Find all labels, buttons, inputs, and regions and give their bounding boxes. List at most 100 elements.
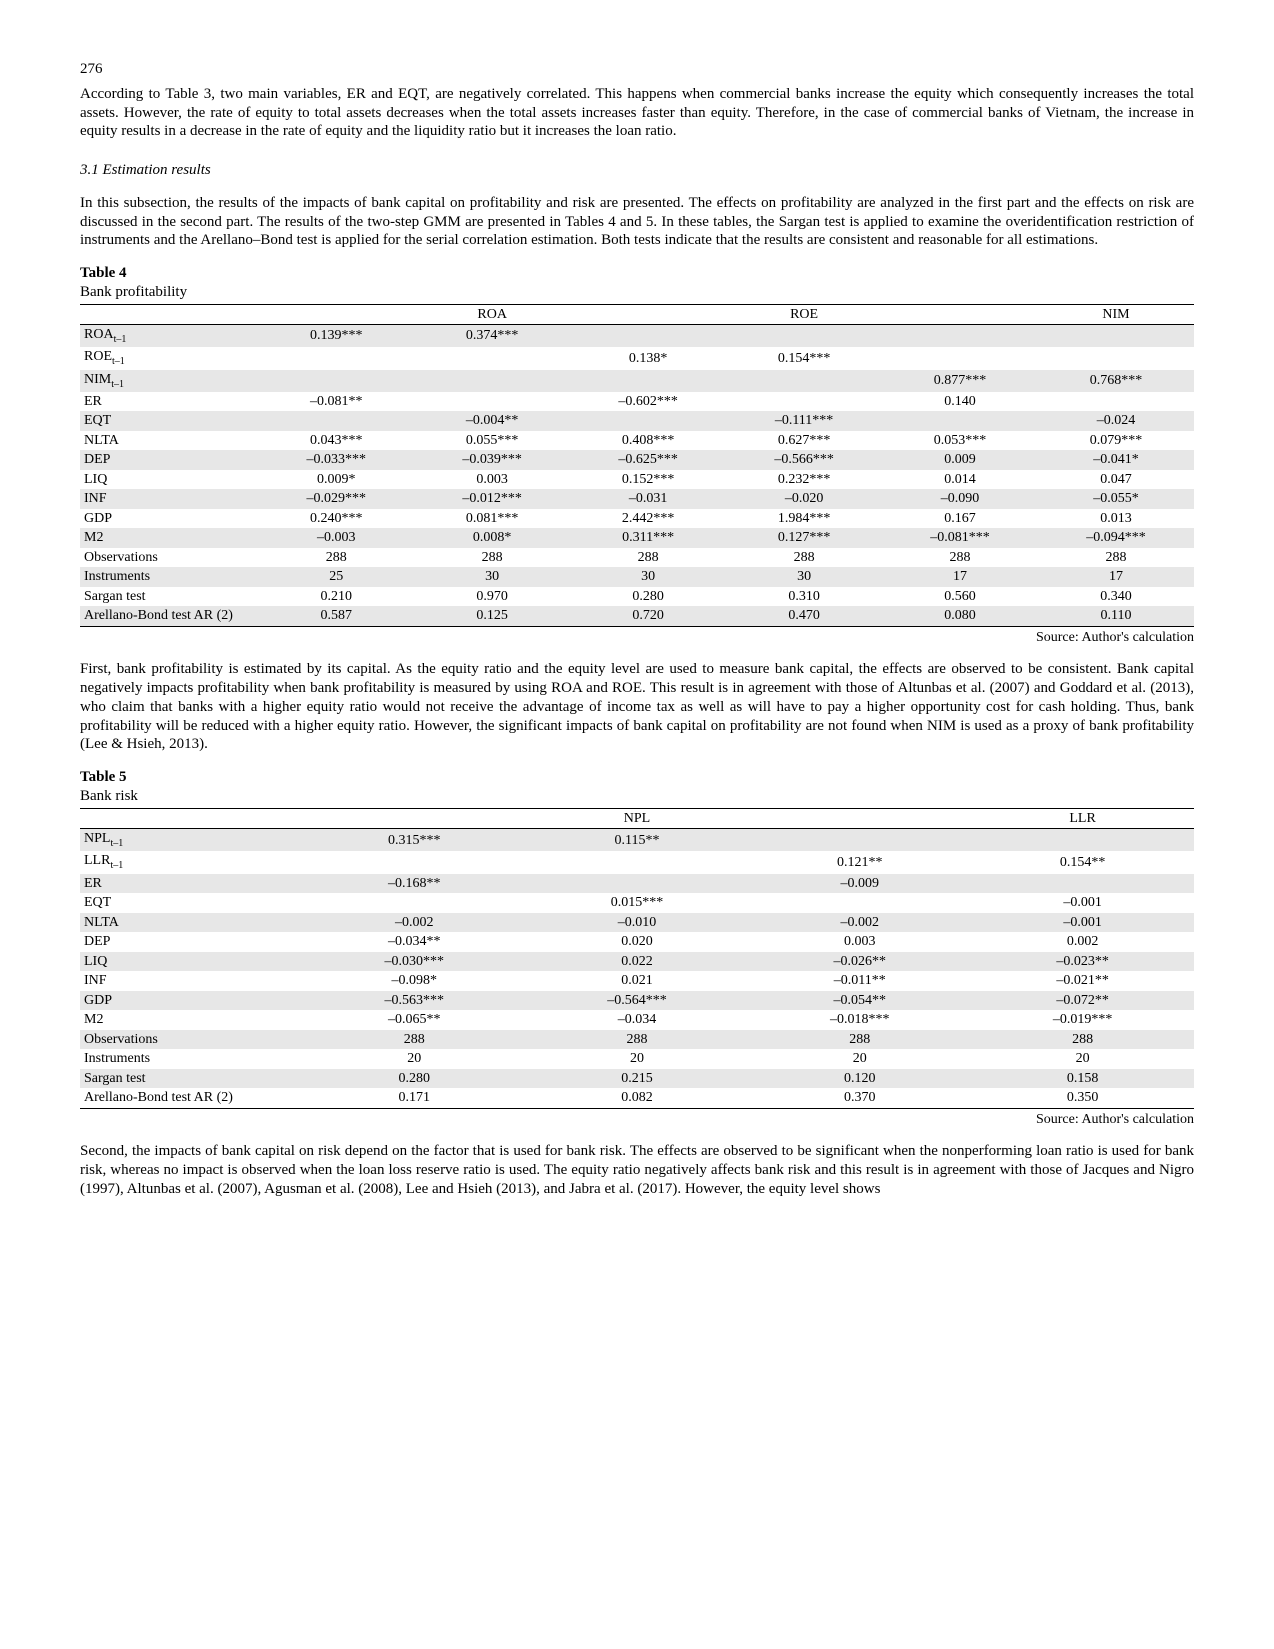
row-label: NIMt–1 [80,370,258,392]
table-row: EQT0.015***–0.001 [80,893,1194,913]
row-label: GDP [80,509,258,529]
cell: 0.079*** [1038,431,1194,451]
cell: 0.125 [414,606,570,626]
row-label: NPLt–1 [80,829,303,852]
cell [882,347,1038,369]
cell [526,851,749,873]
cell [303,851,526,873]
cell: 0.002 [971,932,1194,952]
cell: 0.055*** [414,431,570,451]
cell: 0.154*** [726,347,882,369]
row-label: DEP [80,932,303,952]
cell: 0.215 [526,1069,749,1089]
table-row: EQT–0.004**–0.111***–0.024 [80,411,1194,431]
row-label: LIQ [80,470,258,490]
cell: –0.033*** [258,450,414,470]
row-label: ER [80,874,303,894]
row-label: EQT [80,893,303,913]
cell: 20 [303,1049,526,1069]
cell: 0.167 [882,509,1038,529]
table-row: Sargan test0.2800.2150.1200.158 [80,1069,1194,1089]
results-paragraph-2: Second, the impacts of bank capital on r… [80,1142,1194,1198]
cell: 0.139*** [258,325,414,348]
cell: 0.022 [526,952,749,972]
cell: –0.012*** [414,489,570,509]
cell: 288 [971,1030,1194,1050]
section-heading: 3.1 Estimation results [80,161,1194,180]
cell: –0.041* [1038,450,1194,470]
cell: 0.587 [258,606,414,626]
cell: –0.564*** [526,991,749,1011]
cell: 0.008* [414,528,570,548]
cell: –0.111*** [726,411,882,431]
cell: 288 [303,1030,526,1050]
cell [1038,392,1194,412]
cell: 0.115** [526,829,749,852]
table-row: Arellano-Bond test AR (2)0.1710.0820.370… [80,1088,1194,1108]
row-label: NLTA [80,913,303,933]
row-label: M2 [80,1010,303,1030]
cell: 0.154** [971,851,1194,873]
table-row: INF–0.029***–0.012***–0.031–0.020–0.090–… [80,489,1194,509]
cell: –0.081** [258,392,414,412]
cell [258,411,414,431]
cell: –0.020 [726,489,882,509]
row-label: M2 [80,528,258,548]
col-nim: NIM [1038,304,1194,325]
table-row: LIQ–0.030***0.022–0.026**–0.023** [80,952,1194,972]
methods-paragraph: In this subsection, the results of the i… [80,194,1194,250]
table-row: DEP–0.033***–0.039***–0.625***–0.566***0… [80,450,1194,470]
cell: 0.768*** [1038,370,1194,392]
cell: 0.152*** [570,470,726,490]
cell: –0.563*** [303,991,526,1011]
table-row: INF–0.098*0.021–0.011**–0.021** [80,971,1194,991]
table-row: M2–0.0030.008*0.311***0.127***–0.081***–… [80,528,1194,548]
cell [258,370,414,392]
cell: –0.004** [414,411,570,431]
cell: 0.009 [882,450,1038,470]
row-label: Arellano-Bond test AR (2) [80,606,258,626]
cell: 0.350 [971,1088,1194,1108]
cell [882,411,1038,431]
cell [570,325,726,348]
page-number: 276 [80,60,1194,79]
cell [748,829,971,852]
table-row: Arellano-Bond test AR (2)0.5870.1250.720… [80,606,1194,626]
cell: 0.009* [258,470,414,490]
cell [971,829,1194,852]
cell: 17 [882,567,1038,587]
table-row: GDP0.240***0.081***2.442***1.984***0.167… [80,509,1194,529]
cell: 0.003 [414,470,570,490]
cell: 0.370 [748,1088,971,1108]
cell: 30 [726,567,882,587]
cell: 0.138* [570,347,726,369]
cell: 20 [748,1049,971,1069]
table-row: Sargan test0.2100.9700.2800.3100.5600.34… [80,587,1194,607]
cell: 0.158 [971,1069,1194,1089]
cell [414,370,570,392]
cell: 0.127*** [726,528,882,548]
table-row: NIMt–10.877***0.768*** [80,370,1194,392]
col-roa: ROA [414,304,570,325]
cell: –0.021** [971,971,1194,991]
row-label: Observations [80,1030,303,1050]
row-label: GDP [80,991,303,1011]
cell: 2.442*** [570,509,726,529]
cell: 30 [414,567,570,587]
cell: 0.053*** [882,431,1038,451]
row-label: Arellano-Bond test AR (2) [80,1088,303,1108]
table5-header-row: NPL LLR [80,808,1194,829]
cell [726,392,882,412]
cell: 0.232*** [726,470,882,490]
cell: –0.029*** [258,489,414,509]
row-label: ROEt–1 [80,347,258,369]
cell: –0.026** [748,952,971,972]
cell: 288 [1038,548,1194,568]
cell: –0.001 [971,913,1194,933]
cell: –0.019*** [971,1010,1194,1030]
cell: –0.065** [303,1010,526,1030]
table-row: GDP–0.563***–0.564***–0.054**–0.072** [80,991,1194,1011]
cell: 0.210 [258,587,414,607]
cell: –0.602*** [570,392,726,412]
cell [971,874,1194,894]
